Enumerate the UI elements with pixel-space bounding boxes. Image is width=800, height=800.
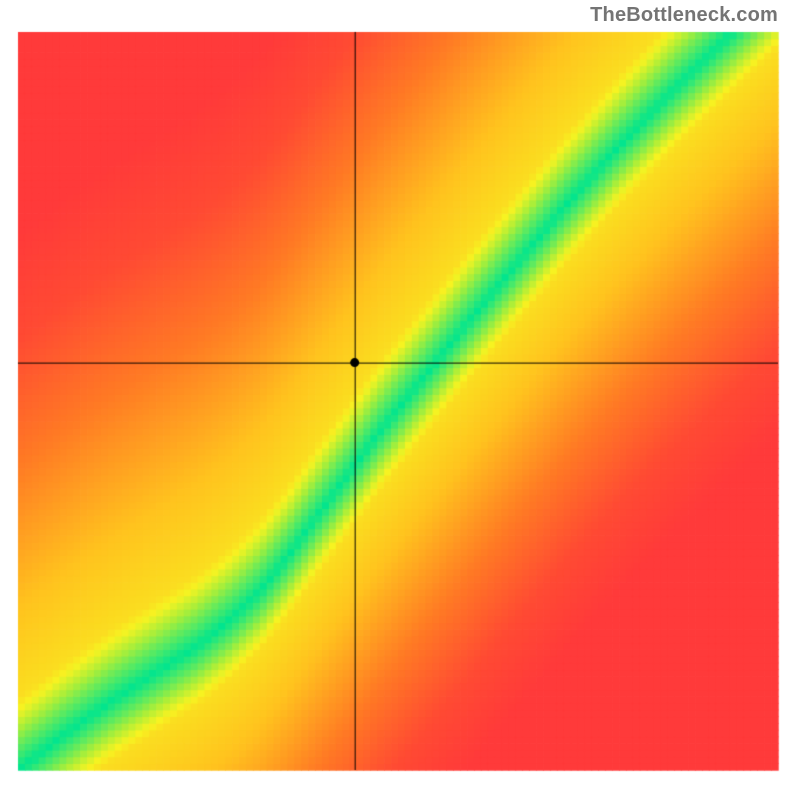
overlay-canvas <box>0 0 800 800</box>
watermark-text: TheBottleneck.com <box>590 4 778 27</box>
bottleneck-chart: TheBottleneck.com <box>0 0 800 800</box>
